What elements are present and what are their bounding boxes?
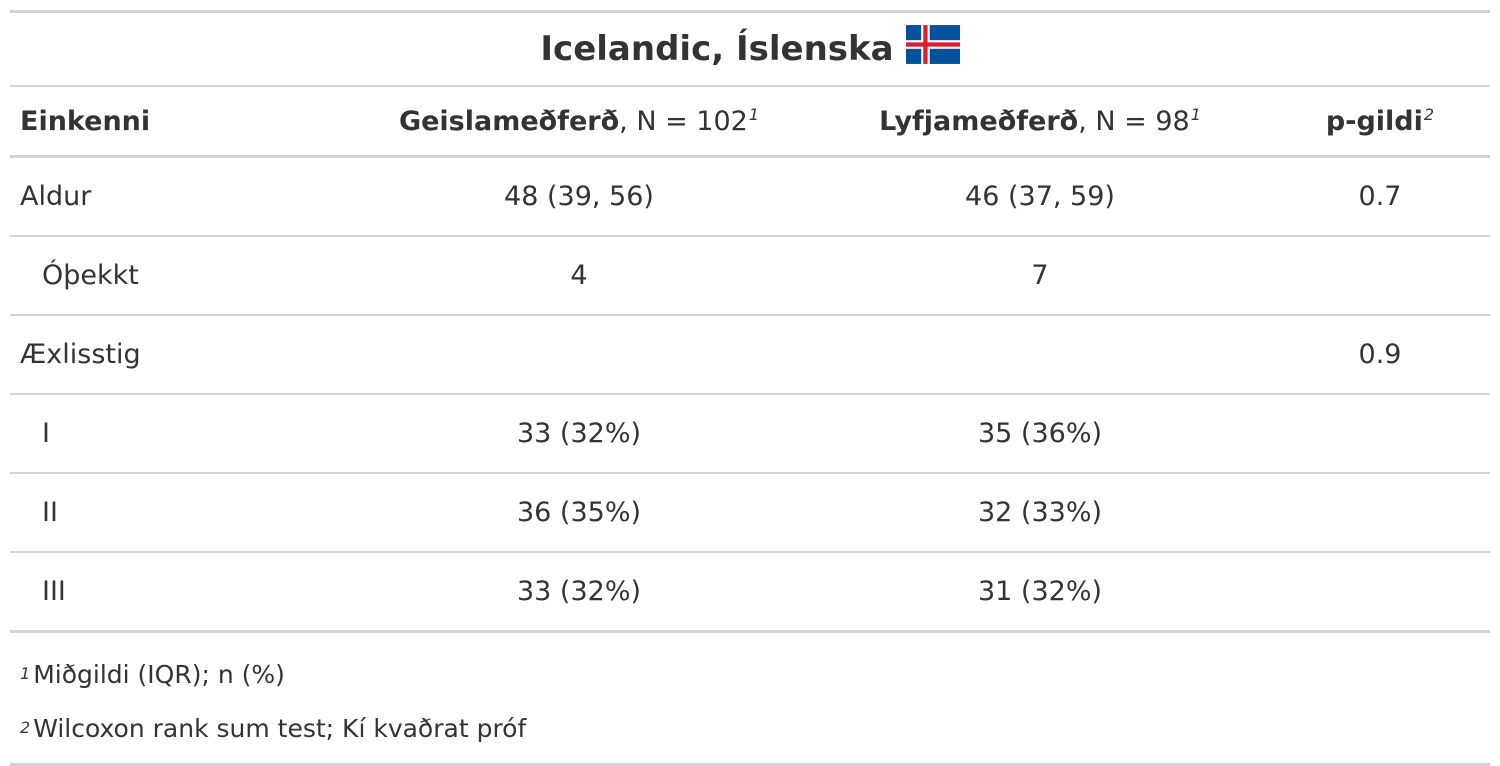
header-characteristic: Einkenni <box>20 105 151 137</box>
row-label: I <box>42 418 50 449</box>
top-rule <box>10 10 1490 13</box>
pvalue-cell: 0.7 <box>1358 181 1402 212</box>
iceland-flag-icon <box>905 25 960 73</box>
header-pvalue: p-gildi2 <box>1270 106 1490 137</box>
group1-cell: 48 (39, 56) <box>504 181 654 212</box>
group2-cell: 31 (32%) <box>977 576 1103 607</box>
row-label: Æxlisstig <box>20 339 141 370</box>
row-label: III <box>42 576 66 607</box>
pvalue-footnote-mark: 2 <box>1423 104 1435 124</box>
group2-name: Lyfjameðferð <box>879 105 1079 137</box>
group1-cell: 4 <box>570 260 588 291</box>
table-row: III 33 (32%) 31 (32%) <box>10 551 1490 630</box>
pvalue-label: p-gildi <box>1325 105 1423 137</box>
group2-cell: 46 (37, 59) <box>965 181 1115 212</box>
header-group2: Lyfjameðferð, N = 981 <box>810 106 1270 137</box>
footnote-text: Wilcoxon rank sum test; Kí kvaðrat próf <box>33 713 527 743</box>
group1-n: , N = 102 <box>619 105 748 137</box>
footnote: 1 Miðgildi (IQR); n (%) <box>20 659 285 689</box>
table-row: Æxlisstig 0.9 <box>10 314 1490 393</box>
header-rule <box>10 155 1490 158</box>
group1-cell: 33 (32%) <box>516 418 642 449</box>
row-label: Óþekkt <box>42 260 139 291</box>
group2-n: , N = 98 <box>1078 105 1190 137</box>
table-row: I 33 (32%) 35 (36%) <box>10 393 1490 472</box>
group2-cell: 7 <box>1031 260 1049 291</box>
group1-cell: 33 (32%) <box>516 576 642 607</box>
title-rule <box>10 85 1490 87</box>
group1-cell: 36 (35%) <box>516 497 642 528</box>
header-row: Einkenni Geislameðferð, N = 1021 Lyfjame… <box>10 87 1490 155</box>
table-body: Aldur 48 (39, 56) 46 (37, 59) 0.7 Óþekkt… <box>10 158 1490 630</box>
group1-footnote-mark: 1 <box>748 104 760 124</box>
body-bottom-rule <box>10 630 1490 633</box>
footnote-text: Miðgildi (IQR); n (%) <box>33 659 285 689</box>
row-label: II <box>42 497 58 528</box>
table-row: Óþekkt 4 7 <box>10 235 1490 314</box>
group1-name: Geislameðferð <box>398 105 620 137</box>
group2-cell: 35 (36%) <box>977 418 1103 449</box>
header-group1: Geislameðferð, N = 1021 <box>348 106 810 137</box>
row-label: Aldur <box>20 181 92 212</box>
group2-cell: 32 (33%) <box>977 497 1103 528</box>
summary-table: Icelandic, Íslenska Einkenni Geislameðfe… <box>10 10 1490 766</box>
footnote: 2 Wilcoxon rank sum test; Kí kvaðrat próf <box>20 713 527 743</box>
group2-footnote-mark: 1 <box>1190 104 1201 124</box>
table-title: Icelandic, Íslenska <box>10 13 1490 85</box>
title-text: Icelandic, Íslenska <box>540 29 894 69</box>
table-row: II 36 (35%) 32 (33%) <box>10 472 1490 551</box>
pvalue-cell: 0.9 <box>1358 339 1402 370</box>
table-footnotes: 1 Miðgildi (IQR); n (%) 2 Wilcoxon rank su… <box>10 633 1490 763</box>
table-row: Aldur 48 (39, 56) 46 (37, 59) 0.7 <box>10 158 1490 235</box>
